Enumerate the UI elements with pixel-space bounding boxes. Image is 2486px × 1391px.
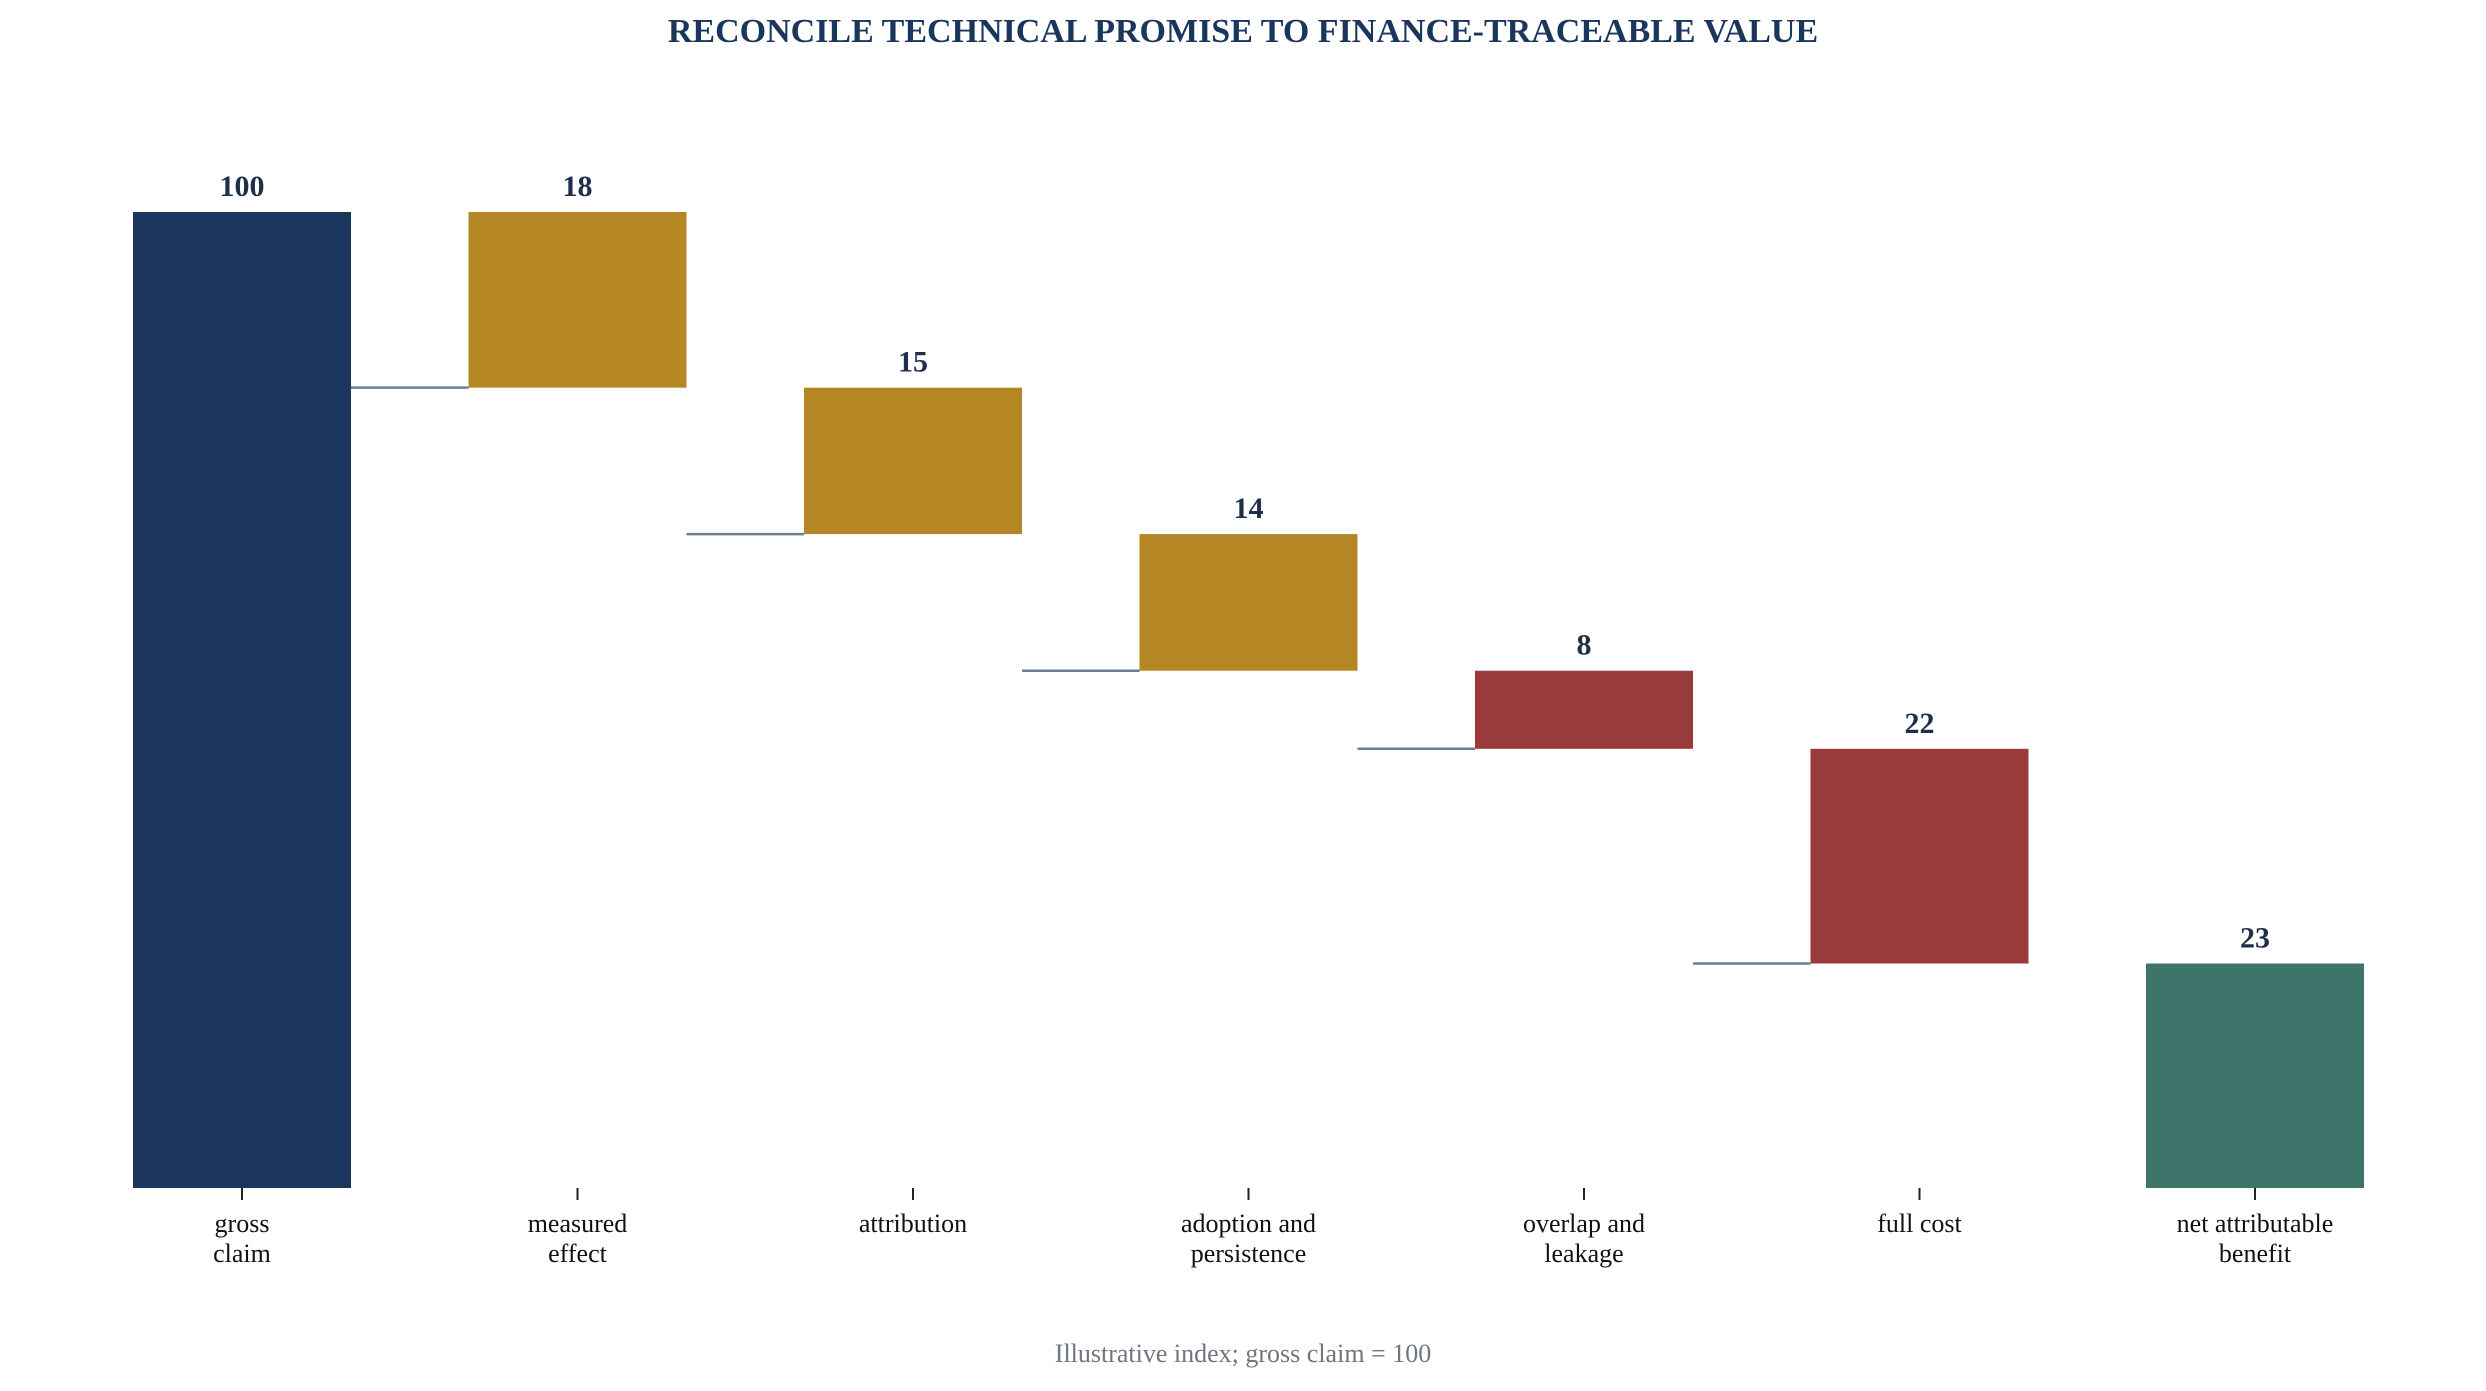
x-tick-label-line: claim <box>213 1239 271 1268</box>
chart-footnote: Illustrative index; gross claim = 100 <box>1055 1339 1431 1368</box>
x-tick-label-2: attribution <box>859 1209 967 1238</box>
bar-0 <box>133 212 351 1188</box>
bar-4 <box>1475 670 1693 749</box>
bar-6 <box>2146 963 2364 1188</box>
x-tick-label-line: net attributable <box>2177 1209 2334 1238</box>
value-label-0: 100 <box>220 170 265 203</box>
x-tick-label-line: adoption and <box>1181 1209 1316 1238</box>
value-label-4: 8 <box>1577 629 1592 662</box>
x-tick-label-line: full cost <box>1877 1209 1962 1238</box>
bar-5 <box>1810 748 2029 964</box>
x-tick-label-line: overlap and <box>1523 1209 1645 1238</box>
x-tick-label-0: gross claim <box>213 1209 271 1268</box>
x-tick-label-line: benefit <box>2219 1239 2292 1268</box>
value-labels-group: 100 18 15 14 8 22 23 <box>220 170 2271 955</box>
x-tick-label-line: persistence <box>1191 1239 1307 1268</box>
bars-group <box>133 212 2364 1188</box>
x-tick-label-line: measured <box>528 1209 628 1238</box>
bar-1 <box>468 212 687 388</box>
x-tick-label-6: net attributable benefit <box>2177 1209 2334 1268</box>
connector-lines <box>351 386 1811 965</box>
value-label-3: 14 <box>1234 492 1264 525</box>
x-axis: gross claim measured effect attribution adopt… <box>213 1188 2333 1268</box>
x-tick-label-line: leakage <box>1544 1239 1623 1268</box>
chart-title: RECONCILE TECHNICAL PROMISE TO FINANCE-T… <box>668 13 1818 50</box>
x-tick-label-5: full cost <box>1877 1209 1962 1238</box>
bar-2 <box>804 387 1022 535</box>
value-label-6: 23 <box>2240 922 2270 955</box>
x-tick-label-1: measured effect <box>528 1209 628 1268</box>
value-label-2: 15 <box>898 346 928 379</box>
value-label-5: 22 <box>1905 707 1935 740</box>
x-tick-label-line: gross <box>215 1209 270 1238</box>
x-tick-label-line: effect <box>548 1239 607 1268</box>
bar-3 <box>1139 534 1358 671</box>
x-tick-label-line: attribution <box>859 1209 967 1238</box>
x-tick-label-4: overlap and leakage <box>1523 1209 1645 1268</box>
value-label-1: 18 <box>563 170 593 203</box>
x-tick-label-3: adoption and persistence <box>1181 1209 1316 1268</box>
